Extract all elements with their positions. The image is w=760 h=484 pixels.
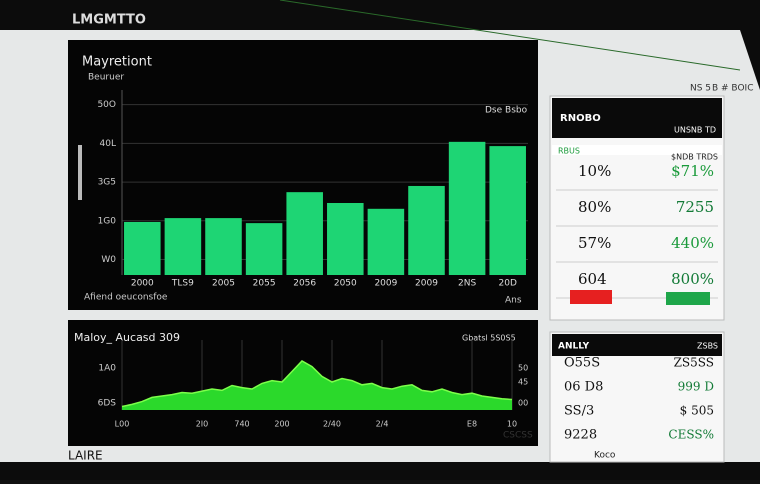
row-label: 80% — [578, 198, 611, 216]
row-label: O55S — [564, 356, 600, 371]
x-tick-label: 2000 — [131, 279, 154, 289]
app-title: LMGMTTO — [72, 13, 146, 28]
panel-title: RNOBO — [560, 113, 601, 124]
panel-title: ZSBS — [697, 342, 718, 351]
bar — [124, 221, 161, 275]
y-tick-label: 40L — [100, 139, 116, 149]
y-tick-label: 1G0 — [98, 216, 117, 226]
bar — [327, 203, 364, 275]
chart-footer: Ans — [505, 296, 522, 306]
chart-title: Mayretiont — [82, 55, 152, 70]
row-value: 440% — [671, 234, 714, 252]
row-label: 9228 — [564, 428, 597, 443]
row-label: SS/3 — [564, 404, 594, 419]
x-tick-label: 2009 — [415, 279, 438, 289]
row-label: 604 — [578, 270, 607, 288]
x-tick-label: 2NS — [458, 279, 476, 289]
chart-title: Maloy_ Aucasd 309 — [74, 331, 180, 344]
line — [121, 360, 513, 408]
scroll-indicator — [78, 145, 82, 200]
y2-tick-label: 00 — [518, 399, 528, 408]
panel-subtitle: $NDB TRDS — [671, 153, 718, 162]
bar — [489, 146, 526, 275]
row-value: $71% — [671, 162, 714, 180]
footer-left: LAIRE — [68, 449, 103, 463]
y-tick-label: W0 — [101, 255, 116, 265]
panel-title: UNSNB TD — [674, 126, 716, 135]
bar — [164, 218, 202, 275]
legend: Dse Bsbo — [485, 106, 528, 116]
row-label: 06 D8 — [564, 380, 603, 395]
x-tick-label: 10 — [507, 420, 517, 429]
red-indicator — [570, 290, 612, 304]
y-tick-label: 50O — [97, 100, 116, 110]
bar — [408, 185, 445, 275]
x-tick-label: 2005 — [212, 279, 235, 289]
x-tick-label: 20D — [499, 279, 517, 289]
list-rows: O55S ZS5SS 06 D8 999 D SS/3 $ 505 9228 CESS% — [564, 356, 714, 443]
row-value: 7255 — [676, 198, 714, 216]
chart-subtitle: Beuruer — [88, 73, 124, 83]
y-tick-label: 6DS — [98, 399, 117, 409]
bar — [367, 208, 405, 275]
legend: Gbatsl 5S0S5 — [462, 334, 516, 343]
x-tick-label: 2009 — [374, 279, 397, 289]
y2-tick-label: 50 — [518, 364, 528, 373]
row-value: CESS% — [668, 428, 714, 442]
panel-header — [552, 98, 722, 138]
header-right: NS 5 — [690, 84, 711, 94]
area-chart: L00 2I0 740 200 2/40 2/4 E8 10 6DS 1A0 00 45 50 — [98, 340, 528, 429]
x-tick-label: 2/4 — [376, 420, 389, 429]
bar — [448, 141, 486, 275]
chart-footer: CSCSS — [503, 431, 533, 441]
panel-header — [552, 334, 722, 356]
green-indicator — [666, 292, 710, 305]
x-tick-label: 2I0 — [196, 420, 209, 429]
panel-subheader — [552, 145, 722, 155]
footer-right: Koco — [594, 451, 616, 461]
header-right: B # BOIC — [712, 84, 753, 94]
x-tick-label: 2050 — [334, 279, 357, 289]
stats-rows: 10% $71% 80% 7255 57% 440% 604 800% — [556, 162, 718, 299]
y-tick-label: 3G5 — [98, 178, 116, 188]
bar — [245, 223, 283, 275]
y2-tick-label: 45 — [518, 378, 528, 387]
x-tick-label: 2/40 — [323, 420, 341, 429]
x-tick-label: 200 — [274, 420, 289, 429]
glare — [279, 0, 741, 71]
panel-subtitle: RBUS — [558, 147, 580, 156]
x-tick-label: 740 — [234, 420, 249, 429]
row-label: 57% — [578, 234, 611, 252]
row-value: 800% — [671, 270, 714, 288]
bar — [286, 192, 323, 275]
bar — [205, 218, 242, 275]
row-label: 10% — [578, 162, 611, 180]
row-value: $ 505 — [680, 404, 714, 418]
bar-chart: W0 1G0 3G5 40L 50O 2000 TLS9 2005 2055 2056 2050 20… — [97, 90, 528, 289]
x-tick-label: TLS9 — [171, 279, 194, 289]
y-tick-label: 1A0 — [98, 364, 116, 374]
x-tick-label: 2056 — [293, 279, 316, 289]
x-tick-label: 2055 — [253, 279, 276, 289]
row-value: 999 D — [678, 380, 714, 394]
x-tick-label: E8 — [467, 420, 477, 429]
x-tick-label: L00 — [115, 420, 130, 429]
chart-footer: Afiend oeuconsfoe — [84, 293, 168, 303]
area — [122, 361, 512, 410]
panel-title: ANLLY — [558, 342, 590, 352]
row-value: ZS5SS — [674, 356, 714, 370]
